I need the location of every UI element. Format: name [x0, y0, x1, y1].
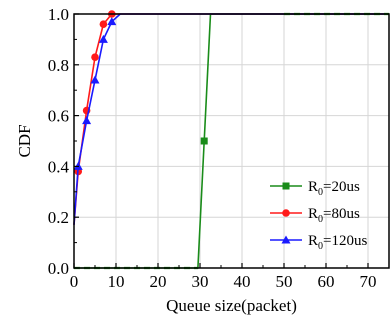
- y-axis-title: CDF: [15, 124, 34, 157]
- y-tick-label: 0.6: [48, 107, 69, 126]
- data-point-triangle: [98, 34, 108, 43]
- legend-label: R0=80us: [308, 206, 360, 225]
- x-tick-label: 20: [150, 272, 167, 291]
- data-point-square: [282, 182, 290, 190]
- x-tick-label: 70: [360, 272, 377, 291]
- plot-frame: [73, 13, 390, 269]
- y-tick-label: 0.2: [48, 208, 69, 227]
- data-point-circle: [99, 20, 108, 28]
- x-tick-label: 50: [276, 272, 293, 291]
- data-point-triangle: [107, 17, 117, 26]
- data-point-circle: [282, 209, 290, 217]
- x-axis-title: Queue size(packet): [166, 296, 297, 315]
- grid-lines: [73, 13, 389, 269]
- series-line: [73, 13, 389, 225]
- series-0: [74, 13, 389, 269]
- x-tick-label: 30: [192, 272, 209, 291]
- x-tick-label: 60: [318, 272, 335, 291]
- data-point-triangle: [82, 116, 92, 125]
- y-tick-label: 0.0: [48, 259, 69, 278]
- series-layer: [73, 10, 389, 270]
- y-tick-label: 1.0: [48, 5, 69, 24]
- data-point-triangle: [90, 75, 100, 84]
- legend-label: R0=20us: [308, 179, 360, 198]
- legend-item-1: R0=80us: [270, 206, 360, 225]
- data-point-triangle: [281, 235, 291, 244]
- y-tick-label: 0.8: [48, 56, 69, 75]
- data-point-circle: [91, 53, 99, 61]
- axis-ticks: 0 10 20 30 40 50 60 70 0.0 0.2 0.4 0.6 0.8 1.0: [48, 5, 377, 291]
- legend: R0=20us R0=80us R0=120us: [270, 179, 367, 252]
- series-line: [74, 13, 389, 269]
- legend-label: R0=120us: [308, 233, 367, 252]
- x-tick-label: 40: [234, 272, 251, 291]
- legend-item-0: R0=20us: [270, 179, 360, 198]
- x-tick-label: 0: [70, 272, 79, 291]
- x-tick-label: 10: [108, 272, 125, 291]
- y-tick-label: 0.4: [48, 157, 70, 176]
- legend-item-2: R0=120us: [270, 233, 367, 252]
- data-point-square: [200, 137, 208, 145]
